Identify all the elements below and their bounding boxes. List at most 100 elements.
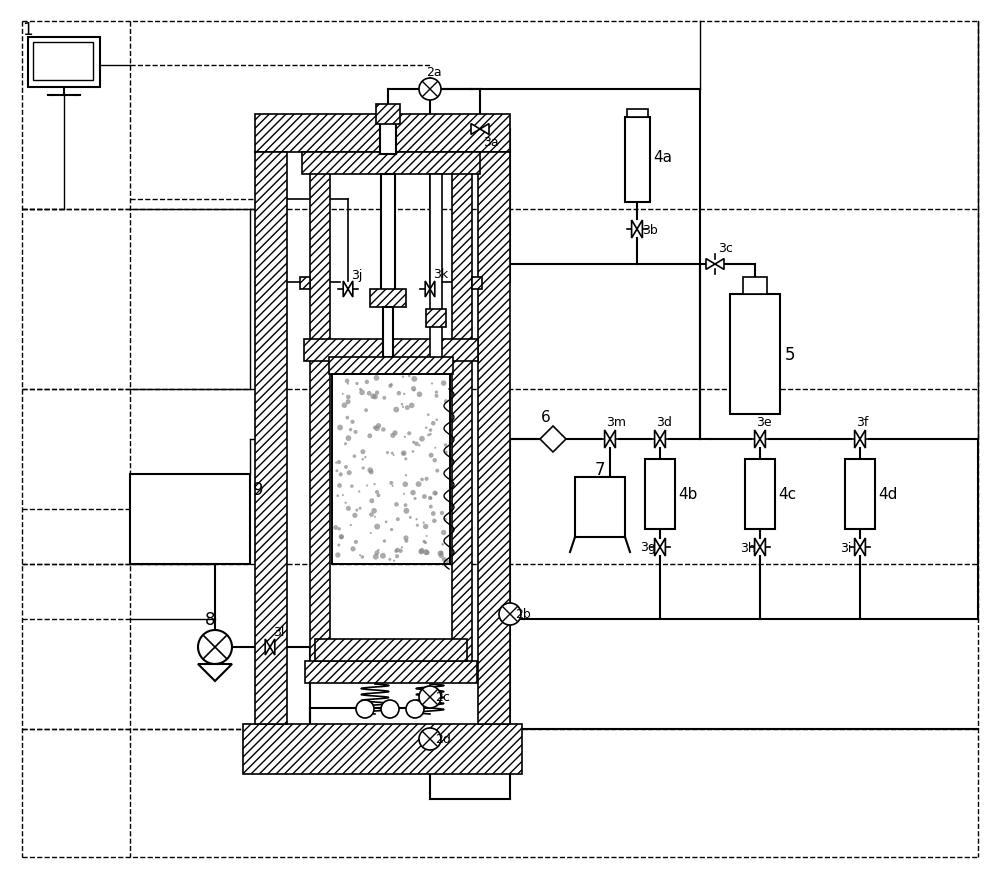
Circle shape [419,437,425,442]
Circle shape [438,551,443,557]
Polygon shape [755,431,765,448]
Circle shape [412,451,414,453]
Text: 3m: 3m [606,416,626,429]
Circle shape [369,513,374,517]
Circle shape [395,554,399,559]
Circle shape [499,603,521,625]
Text: 9: 9 [253,481,264,498]
Circle shape [413,497,417,501]
Bar [452,153,472,679]
Circle shape [352,513,357,518]
Circle shape [392,485,394,488]
Bar [430,175,442,374]
Circle shape [374,426,380,431]
Text: 2d: 2d [435,732,451,745]
Circle shape [355,509,358,512]
Circle shape [360,450,365,455]
Circle shape [432,491,437,496]
Circle shape [404,458,407,461]
Circle shape [372,395,378,400]
Text: 2a: 2a [426,66,442,78]
Circle shape [403,536,409,541]
Circle shape [422,540,426,544]
Circle shape [339,535,344,539]
Circle shape [444,451,448,454]
Text: 3j: 3j [351,268,362,282]
Circle shape [413,389,415,392]
Circle shape [359,390,365,396]
Circle shape [419,728,441,750]
Circle shape [346,436,351,441]
Circle shape [369,470,374,474]
Circle shape [419,79,441,101]
Circle shape [434,447,436,449]
Circle shape [347,383,349,385]
Circle shape [380,553,386,559]
Circle shape [405,406,410,410]
Circle shape [350,524,352,526]
Text: 4d: 4d [878,487,897,502]
Circle shape [441,531,446,536]
Circle shape [401,546,403,549]
Circle shape [404,503,407,508]
Text: 6: 6 [541,410,551,425]
Circle shape [423,524,428,530]
Circle shape [386,452,389,454]
Polygon shape [198,664,232,681]
Circle shape [367,467,373,474]
Circle shape [367,434,372,438]
Circle shape [425,551,430,555]
Polygon shape [540,426,566,453]
Bar [730,295,780,415]
Bar [645,460,675,530]
Bar [376,105,400,125]
Circle shape [398,549,403,553]
Circle shape [429,429,432,432]
Circle shape [346,396,351,400]
Circle shape [359,389,362,391]
Circle shape [429,433,432,436]
Circle shape [393,560,395,562]
Circle shape [397,391,401,396]
Polygon shape [655,538,665,556]
Circle shape [406,700,424,718]
Bar [381,175,395,295]
Circle shape [383,539,386,543]
Text: 2c: 2c [435,691,450,703]
Circle shape [374,551,379,556]
Bar [305,661,477,683]
Bar [304,339,478,361]
Polygon shape [343,282,353,297]
Circle shape [390,528,393,531]
Text: 8: 8 [205,610,216,628]
Circle shape [362,467,365,470]
Text: 3l: 3l [273,626,284,638]
Circle shape [346,506,351,511]
Circle shape [439,553,444,559]
Circle shape [418,445,421,447]
Bar [745,460,775,530]
Bar [302,153,480,175]
Circle shape [419,548,425,554]
Circle shape [375,391,379,396]
Circle shape [345,379,349,384]
Circle shape [403,393,405,396]
Bar [300,278,310,289]
Circle shape [377,494,380,497]
Circle shape [389,481,393,485]
Circle shape [425,427,427,430]
Circle shape [366,485,368,487]
Circle shape [385,521,387,524]
Circle shape [402,453,405,455]
Circle shape [350,485,354,488]
Text: 3i: 3i [840,541,851,554]
Circle shape [349,428,352,431]
Circle shape [422,495,427,499]
Circle shape [418,549,424,555]
Circle shape [401,403,403,406]
Text: 7: 7 [595,460,606,479]
Circle shape [416,518,418,521]
Bar [478,153,510,724]
Text: 3h: 3h [740,541,756,554]
Circle shape [408,375,411,378]
